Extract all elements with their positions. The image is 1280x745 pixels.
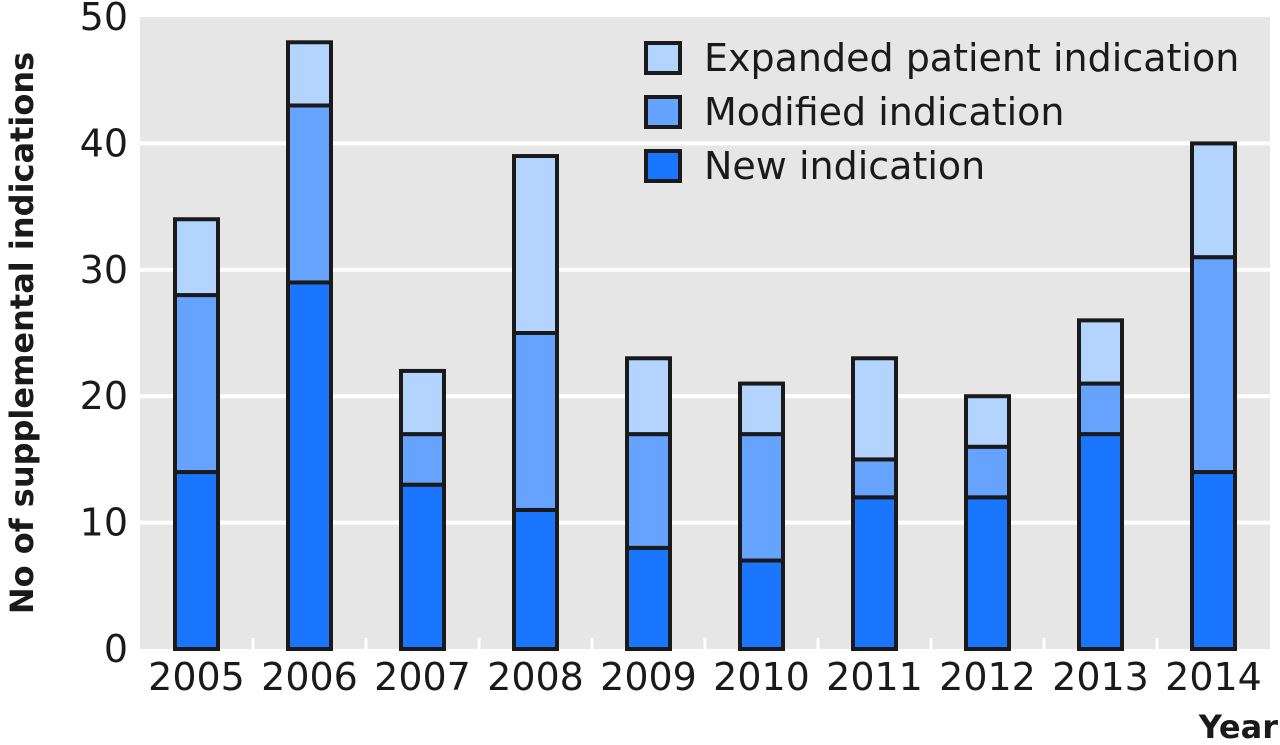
bar-segment xyxy=(964,444,1011,500)
x-tick-label: 2006 xyxy=(261,655,358,699)
legend-label: Modified indication xyxy=(704,90,1065,134)
bar-segment xyxy=(173,470,220,652)
bar-segment xyxy=(964,495,1011,651)
x-tick-label: 2014 xyxy=(1165,655,1262,699)
legend-swatch xyxy=(644,149,682,183)
bar-segment xyxy=(1190,470,1237,652)
bar-segment xyxy=(1077,381,1124,437)
bar-segment xyxy=(512,154,559,335)
x-tick-labels: 2005 2006 2007 2008 2009 2010 2011 2012 2013 2014 xyxy=(148,655,1262,699)
y-axis-title: No of supplemental indications xyxy=(3,52,41,614)
x-tick-label: 2007 xyxy=(374,655,471,699)
legend-swatch xyxy=(644,95,682,129)
y-tick-labels: 0 10 20 30 40 50 xyxy=(80,0,128,671)
bar-segment xyxy=(1190,141,1237,260)
bar-segment xyxy=(738,432,785,563)
bar-segment xyxy=(286,280,333,651)
legend-swatch xyxy=(644,41,682,75)
x-tick-label: 2011 xyxy=(826,655,923,699)
bars xyxy=(173,40,1237,652)
bar-segment xyxy=(625,356,672,437)
bar-segment xyxy=(738,558,785,652)
bar-segment xyxy=(1077,318,1124,386)
x-tick-label: 2009 xyxy=(600,655,697,699)
y-tick-label: 30 xyxy=(80,248,128,292)
bar-segment xyxy=(512,331,559,512)
y-tick-label: 20 xyxy=(80,374,128,418)
bar-segment xyxy=(399,432,446,487)
y-tick-label: 10 xyxy=(80,501,128,545)
bar-segment xyxy=(286,103,333,285)
bar-segment xyxy=(1190,255,1237,475)
bar-segment xyxy=(851,495,898,651)
bar-segment xyxy=(625,545,672,652)
bar-segment xyxy=(964,394,1011,449)
bar-segment xyxy=(173,217,220,298)
legend: Expanded patient indication Modified indi… xyxy=(644,36,1239,188)
bar-segment xyxy=(625,432,672,550)
y-tick-label: 40 xyxy=(80,121,128,165)
x-tick-label: 2005 xyxy=(148,655,245,699)
y-tick-label: 0 xyxy=(104,627,128,671)
bar-segment xyxy=(851,356,898,462)
legend-label: Expanded patient indication xyxy=(704,36,1239,80)
x-tick-label: 2010 xyxy=(713,655,810,699)
bar-segment xyxy=(399,482,446,651)
bar-segment xyxy=(1077,432,1124,651)
bar-segment xyxy=(286,40,333,108)
x-tick-label: 2013 xyxy=(1052,655,1149,699)
y-tick-label: 50 xyxy=(80,0,128,39)
bar-segment xyxy=(738,381,785,437)
bar-segment xyxy=(851,457,898,500)
bar-segment xyxy=(173,293,220,475)
x-axis-title: Year xyxy=(1198,708,1279,745)
bar-segment xyxy=(512,507,559,651)
x-tick-label: 2012 xyxy=(939,655,1036,699)
x-tick-label: 2008 xyxy=(487,655,584,699)
legend-label: New indication xyxy=(704,144,985,188)
bar-segment xyxy=(399,368,446,437)
